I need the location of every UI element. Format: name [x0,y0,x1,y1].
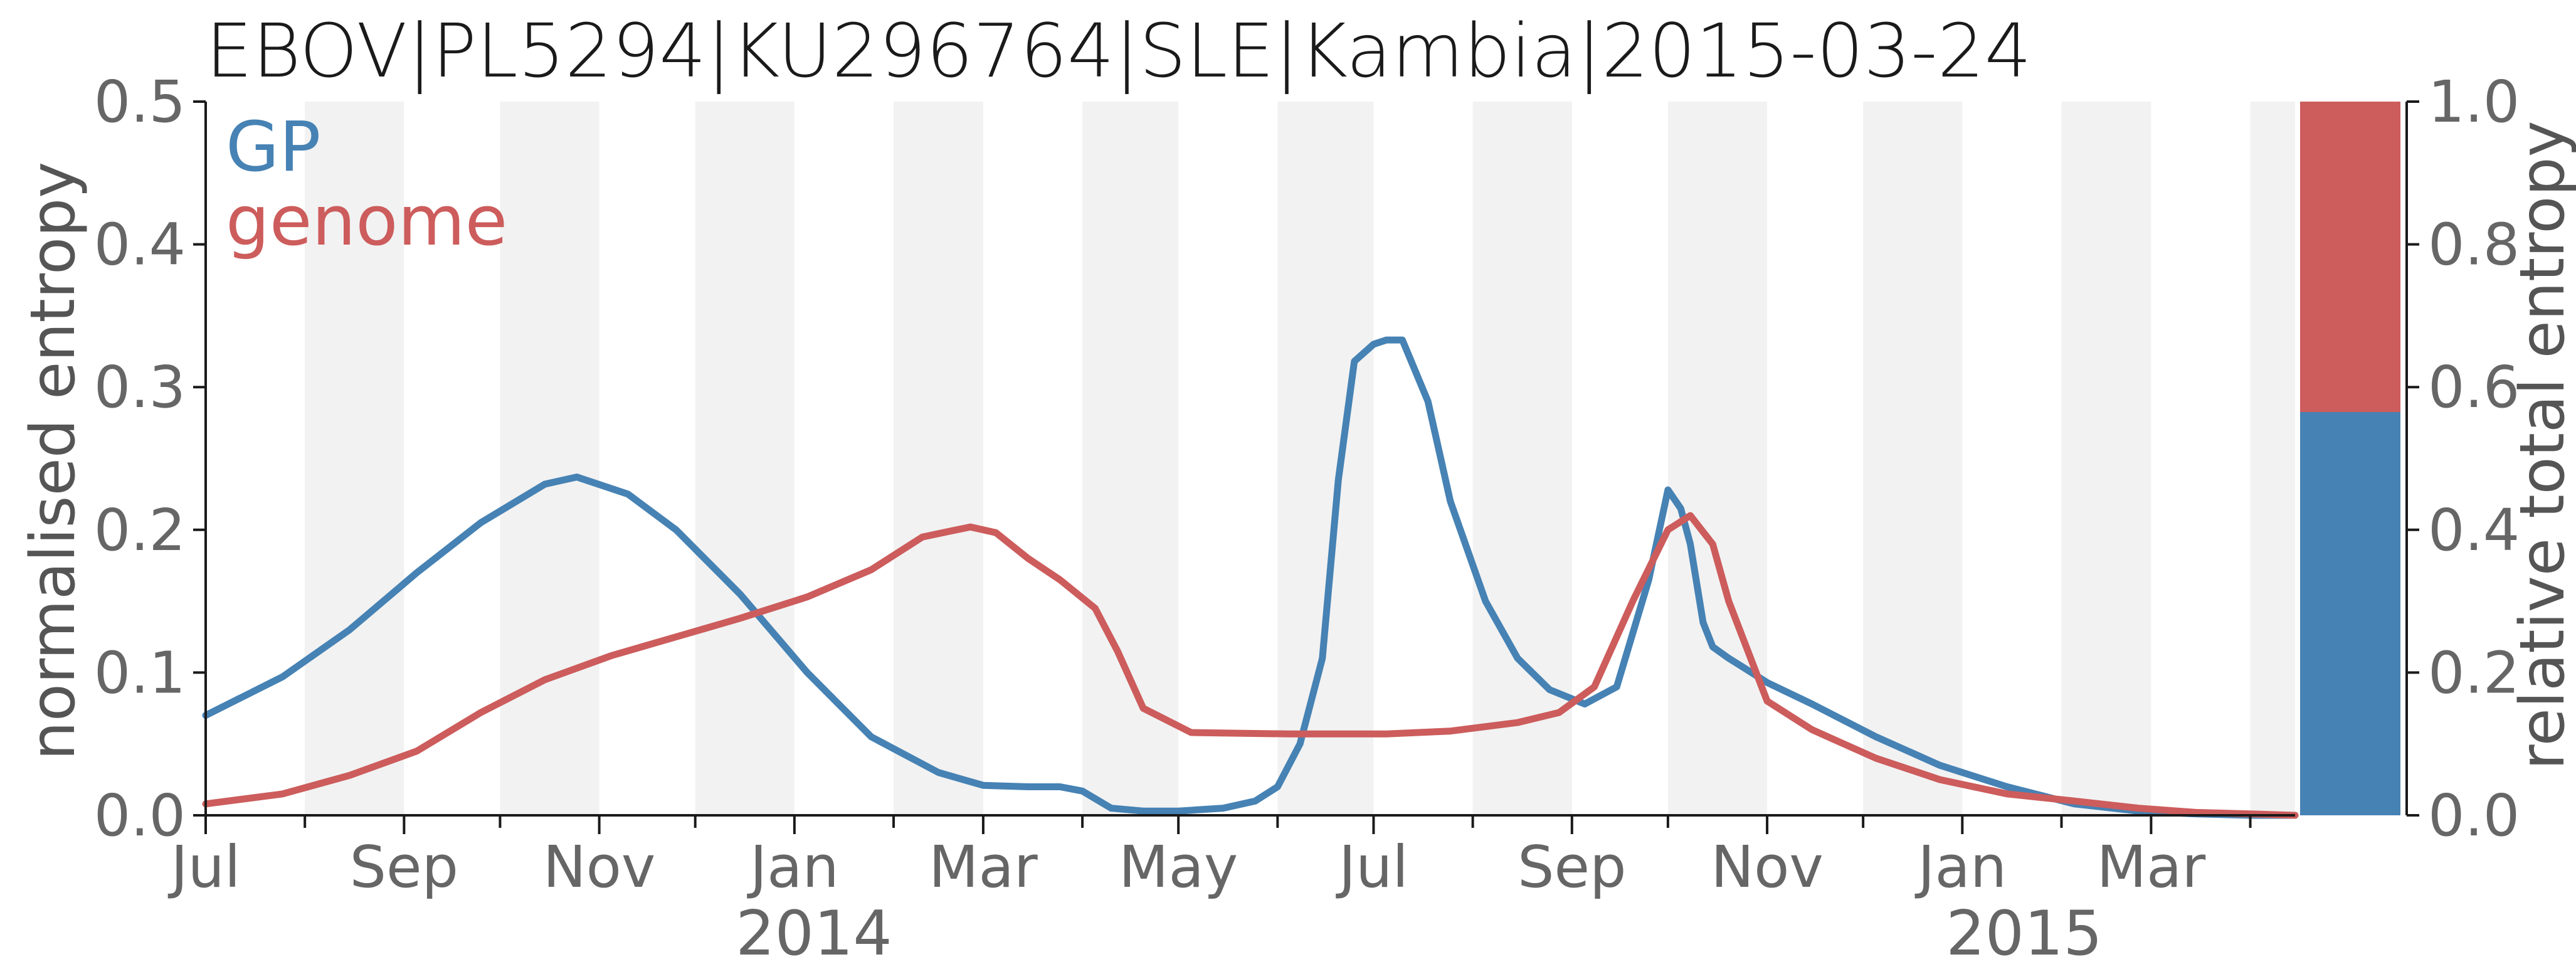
x-tick-label: Jan [1914,833,2007,901]
year-label-2015: 2015 [1946,898,2102,970]
month-band [2250,102,2295,815]
y2-tick-label: 0.0 [2428,782,2520,849]
y2-tick-label: 0.4 [2428,497,2520,564]
x-tick-label: Jan [747,833,839,901]
month-band [2061,102,2151,815]
relative-entropy-bar [2300,102,2400,815]
y2-axis-label: relative total entropy [2507,120,2576,770]
year-label-2014: 2014 [736,898,892,970]
month-band [305,102,404,815]
y2-tick-label: 1.0 [2428,68,2520,135]
series-line-genome [202,512,2299,819]
y-tick-label: 0.3 [94,354,186,421]
x-tick-label: Nov [1711,833,1824,901]
y-tick-label: 0.5 [94,68,186,135]
month-band [1667,102,1768,815]
month-band [500,102,599,815]
x-tick-label: Mar [929,833,1038,901]
x-tick-label: Nov [543,833,656,901]
stripe-bands [305,102,2295,815]
y-tick-label: 0.1 [94,639,186,706]
x-tick-label: May [1119,833,1238,901]
x-tick-label: Mar [2097,833,2206,901]
y-tick-label: 0.4 [94,211,186,278]
month-band [1863,102,1963,815]
y-tick-label: 0.2 [94,497,186,564]
month-band [894,102,983,815]
series-line-gp [202,336,2299,819]
month-band [1082,102,1179,815]
y-axis-label: normalised entropy [18,162,89,760]
legend-gp: GP [226,107,321,187]
x-tick-label: Sep [350,833,458,901]
y2-tick-label: 0.6 [2428,354,2520,421]
y2-tick-label: 0.8 [2428,211,2520,278]
month-band [1472,102,1572,815]
series-lines [202,336,2299,819]
month-band [1277,102,1374,815]
month-band [695,102,794,815]
x-tick-label: Jul [1336,833,1408,901]
x-tick-label: Sep [1518,833,1626,901]
y-tick-label: 0.0 [94,782,186,849]
relative-entropy-genome [2300,102,2400,413]
y2-tick-label: 0.2 [2428,639,2520,706]
x-tick-label: Jul [167,833,240,901]
chart-title: EBOV|PL5294|KU296764|SLE|Kambia|2015-03-… [206,8,2032,94]
axes: 0.0 0.1 0.2 0.3 0.4 0.5 0.0 0.2 0.4 0.6 0.8 1.0 Jul S… [94,68,2520,901]
relative-entropy-gp [2300,412,2400,815]
legend-genome: genome [226,181,507,261]
